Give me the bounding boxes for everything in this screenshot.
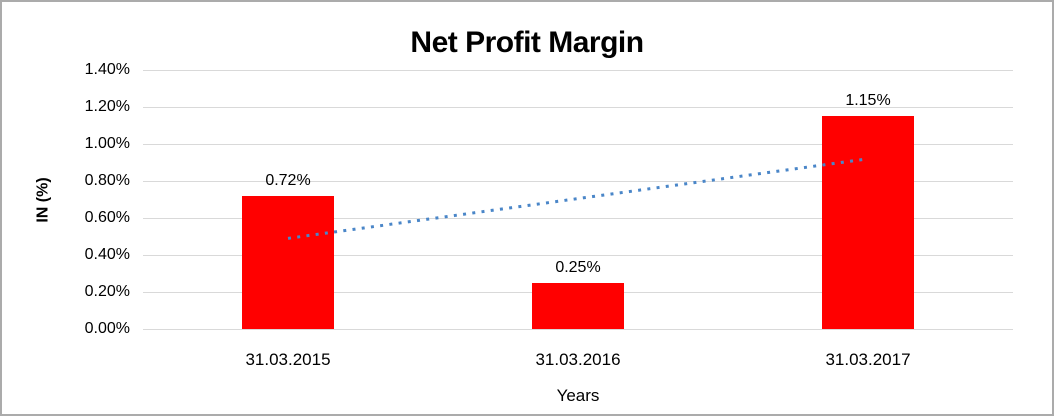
chart-title: Net Profit Margin xyxy=(410,26,644,59)
x-axis-title: Years xyxy=(556,386,600,405)
gridline xyxy=(143,69,1013,71)
plot-area: 0.72% 0.25% 1.15% xyxy=(143,69,1013,330)
x-category-label: 31.03.2016 xyxy=(535,350,621,369)
gridline xyxy=(143,143,1013,145)
y-tick-label: 0.40% xyxy=(84,246,130,263)
x-category-label: 31.03.2017 xyxy=(825,350,911,369)
bar xyxy=(822,116,914,329)
gridline xyxy=(143,254,1013,256)
y-tick-label: 0.00% xyxy=(84,320,130,337)
bar xyxy=(532,283,624,329)
y-tick-label: 1.40% xyxy=(84,61,130,78)
trendline-path xyxy=(287,157,869,240)
y-tick-label: 0.20% xyxy=(84,283,130,300)
y-tick-label: 1.20% xyxy=(84,98,130,115)
y-tick-label: 1.00% xyxy=(84,135,130,152)
gridline xyxy=(143,106,1013,108)
y-tick-label: 0.80% xyxy=(84,172,130,189)
bar-value-label: 0.25% xyxy=(555,258,601,276)
y-tick-label: 0.60% xyxy=(84,209,130,226)
bar xyxy=(242,196,334,329)
gridline xyxy=(143,328,1013,330)
bar-value-label: 0.72% xyxy=(265,171,311,189)
x-category-label: 31.03.2015 xyxy=(245,350,331,369)
bar-value-label: 1.15% xyxy=(845,92,891,110)
